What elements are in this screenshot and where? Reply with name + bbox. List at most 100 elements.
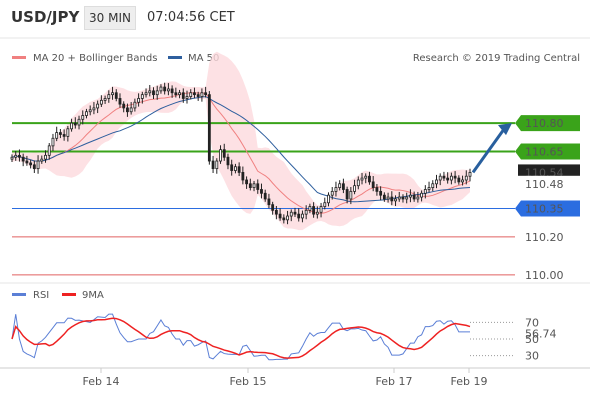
candle-body <box>77 118 81 126</box>
level-value-110.35: 110.35 <box>525 202 564 215</box>
candle-body <box>170 88 174 94</box>
candle-body <box>315 211 319 215</box>
rsi-legend-label: RSI <box>33 290 49 301</box>
candle-body <box>81 115 85 120</box>
ma50-tag <box>518 175 580 191</box>
candle-body <box>345 189 349 200</box>
candle-body <box>386 196 390 200</box>
candle-body <box>99 99 103 105</box>
candle-body <box>353 185 356 192</box>
candle-body <box>368 175 371 183</box>
candle-body <box>70 122 73 130</box>
candle-body <box>133 101 137 109</box>
candle-body <box>278 213 282 219</box>
candle-body <box>55 132 59 139</box>
level-value-110.20: 110.20 <box>525 231 564 244</box>
candle-body <box>256 183 260 190</box>
candle-body <box>356 179 360 187</box>
candle-body <box>304 209 308 215</box>
x-tick-label: Feb 14 <box>83 375 120 388</box>
candle-body <box>446 177 450 181</box>
credit-label: Research © 2019 Trading Central <box>413 53 580 64</box>
candle-body <box>297 213 301 219</box>
candle-body <box>293 211 297 215</box>
candle-body <box>193 92 196 96</box>
candle-body <box>219 149 222 162</box>
candle-body <box>468 172 472 177</box>
candle-body <box>47 145 51 156</box>
candle-body <box>215 160 219 170</box>
candle-body <box>196 94 200 97</box>
candle-body <box>237 166 241 173</box>
candle-body <box>10 156 14 160</box>
candle-body <box>88 109 92 113</box>
candle-body <box>222 149 226 158</box>
candle-body <box>18 154 21 158</box>
candle-body <box>449 175 453 181</box>
candle-body <box>390 196 394 202</box>
candle-body <box>457 177 461 183</box>
ma20-legend-label: MA 20 + Bollinger Bands <box>33 53 157 64</box>
candle-body <box>464 175 468 181</box>
ma9-legend-swatch <box>62 293 76 296</box>
candle-body <box>442 175 446 179</box>
candle-body <box>103 98 107 101</box>
ma20-legend-swatch <box>12 56 26 59</box>
level-value-110.65: 110.65 <box>525 146 564 159</box>
candle-body <box>118 98 122 105</box>
candle-body <box>334 187 338 192</box>
ma9-legend-label: 9MA <box>82 290 104 301</box>
candle-body <box>423 189 427 194</box>
candle-body <box>148 90 152 94</box>
candle-body <box>263 192 267 200</box>
candle-body <box>211 160 215 170</box>
x-tick-label: Feb 19 <box>451 375 488 388</box>
candle-body <box>301 213 304 219</box>
rsi-tick-30: 30 <box>525 350 539 363</box>
chart-header: USD/JPY 30 MIN 07:04:56 CET <box>0 0 590 38</box>
candle-body <box>461 179 464 183</box>
candle-body <box>21 156 25 162</box>
candle-body <box>230 164 234 171</box>
level-tag-110.65 <box>515 143 580 160</box>
candle-body <box>431 183 435 188</box>
candle-body <box>114 92 118 99</box>
candle-body <box>181 92 185 99</box>
ma50-legend-label: MA 50 <box>188 53 219 64</box>
rsi-tick-50: 50 <box>525 333 539 346</box>
level-tag-110.80 <box>515 115 580 132</box>
candle-body <box>379 190 383 196</box>
rsi-line <box>11 313 470 361</box>
candle-body <box>427 187 431 190</box>
candle-body <box>341 183 345 190</box>
candle-body <box>200 92 204 97</box>
candle-body <box>453 175 457 179</box>
candle-body <box>107 94 111 99</box>
timeframe-button[interactable]: 30 MIN <box>84 6 136 30</box>
candle-body <box>274 209 278 215</box>
rsi-last-value: 56.74 <box>525 327 557 340</box>
x-tick-label: Feb 17 <box>376 375 413 388</box>
ma50-legend-swatch <box>168 56 182 59</box>
candle-body <box>245 179 249 185</box>
candle-body <box>96 103 100 109</box>
candle-body <box>330 190 334 196</box>
candle-body <box>233 166 237 171</box>
candle-body <box>185 96 189 99</box>
candle-body <box>286 215 289 221</box>
candle-body <box>289 211 293 217</box>
candle-body <box>159 86 163 92</box>
candle-body <box>44 154 47 160</box>
candle-body <box>360 177 364 181</box>
candle-body <box>129 107 133 113</box>
candle-body <box>166 88 170 92</box>
candle-body <box>140 94 144 99</box>
rsi-legend-swatch <box>12 293 26 296</box>
candle-body <box>260 189 263 194</box>
candle-body <box>271 204 275 211</box>
candle-body <box>58 132 62 135</box>
candle-body <box>137 98 141 103</box>
level-value-110.80: 110.80 <box>525 117 564 130</box>
ma50-line <box>11 96 471 203</box>
candle-body <box>73 122 77 126</box>
